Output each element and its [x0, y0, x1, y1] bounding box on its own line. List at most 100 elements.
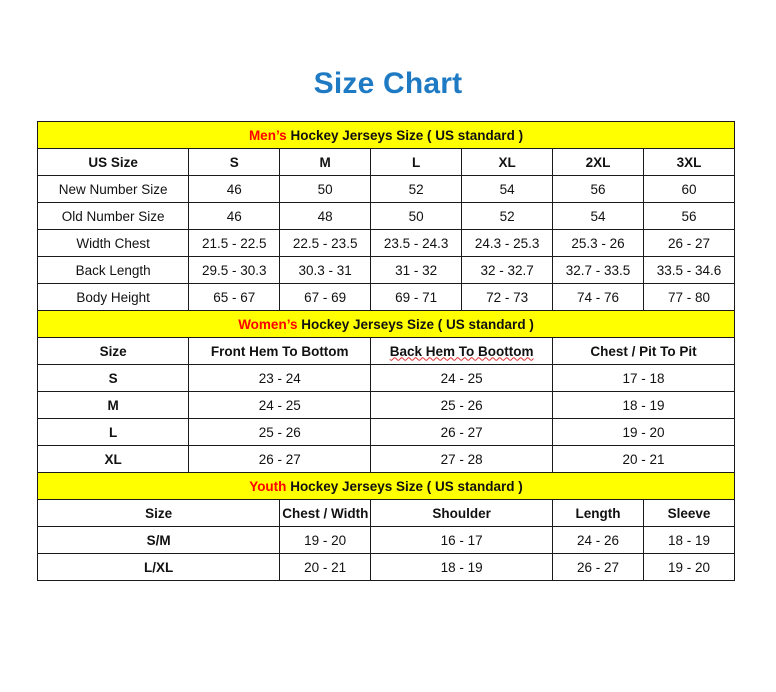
womens-row-1-cell-3: 18 - 19: [552, 391, 735, 419]
table-row: L 25 - 26 26 - 27 19 - 20: [36, 418, 735, 446]
table-row: Body Height 65 - 67 67 - 69 69 - 71 72 -…: [36, 283, 735, 311]
womens-row-1-cell-2: 25 - 26: [370, 391, 554, 419]
mens-row-0-cell-1: 46: [188, 175, 281, 203]
mens-row-4-cell-5: 74 - 76: [552, 283, 645, 311]
mens-col-header-3: L: [370, 148, 463, 176]
womens-row-3-cell-2: 27 - 28: [370, 445, 554, 473]
womens-col-header-3: Chest / Pit To Pit: [552, 337, 735, 365]
size-chart-table: Men’s Hockey Jerseys Size ( US standard …: [36, 121, 735, 581]
mens-row-2-cell-2: 22.5 - 23.5: [279, 229, 372, 257]
mens-row-4-cell-1: 65 - 67: [188, 283, 281, 311]
mens-row-1-cell-2: 48: [279, 202, 372, 230]
womens-banner-highlight: Women’s: [238, 316, 298, 332]
youth-row-0-label: S/M: [36, 526, 281, 554]
mens-row-1-cell-6: 56: [643, 202, 735, 230]
womens-row-2-cell-3: 19 - 20: [552, 418, 735, 446]
mens-row-2-cell-1: 21.5 - 22.5: [188, 229, 281, 257]
youth-col-header-2: Shoulder: [370, 499, 554, 527]
mens-row-4-label: Body Height: [36, 283, 190, 311]
table-body: Men’s Hockey Jerseys Size ( US standard …: [36, 121, 735, 581]
mens-row-1-cell-5: 54: [552, 202, 645, 230]
youth-row-1-cell-2: 18 - 19: [370, 553, 554, 581]
mens-row-3-cell-3: 31 - 32: [370, 256, 463, 284]
mens-row-4-cell-4: 72 - 73: [461, 283, 554, 311]
mens-row-1-label: Old Number Size: [36, 202, 190, 230]
mens-col-header-5: 2XL: [552, 148, 645, 176]
womens-banner-rest: Hockey Jerseys Size ( US standard ): [297, 316, 534, 332]
mens-row-2-cell-5: 25.3 - 26: [552, 229, 645, 257]
mens-row-3-cell-5: 32.7 - 33.5: [552, 256, 645, 284]
mens-section-banner: Men’s Hockey Jerseys Size ( US standard …: [37, 121, 735, 149]
mens-row-4-cell-6: 77 - 80: [643, 283, 735, 311]
mens-row-1-cell-1: 46: [188, 202, 281, 230]
table-row: S/M 19 - 20 16 - 17 24 - 26 18 - 19: [36, 526, 735, 554]
womens-row-2-cell-2: 26 - 27: [370, 418, 554, 446]
womens-banner-row: Women’s Hockey Jerseys Size ( US standar…: [37, 310, 735, 338]
mens-banner-row: Men’s Hockey Jerseys Size ( US standard …: [37, 121, 735, 149]
mens-row-3-label: Back Length: [36, 256, 190, 284]
womens-col-header-1: Front Hem To Bottom: [188, 337, 372, 365]
mens-header-row: US Size S M L XL 2XL 3XL: [36, 148, 735, 176]
size-chart-tables: Men’s Hockey Jerseys Size ( US standard …: [36, 121, 735, 581]
mens-row-4-cell-2: 67 - 69: [279, 283, 372, 311]
mens-row-4-cell-3: 69 - 71: [370, 283, 463, 311]
mens-row-3-cell-2: 30.3 - 31: [279, 256, 372, 284]
womens-row-3-cell-1: 26 - 27: [188, 445, 372, 473]
womens-col-header-2: Back Hem To Boottom: [370, 337, 554, 365]
mens-col-header-4: XL: [461, 148, 554, 176]
youth-col-header-1: Chest / Width: [279, 499, 372, 527]
womens-row-3-label: XL: [36, 445, 190, 473]
youth-header-row: Size Chest / Width Shoulder Length Sleev…: [36, 499, 735, 527]
youth-row-1-cell-1: 20 - 21: [279, 553, 372, 581]
mens-banner-rest: Hockey Jerseys Size ( US standard ): [286, 127, 524, 143]
youth-row-0-cell-2: 16 - 17: [370, 526, 554, 554]
page-title: Size Chart: [313, 67, 463, 100]
womens-row-1-cell-1: 24 - 25: [188, 391, 372, 419]
womens-header-row: Size Front Hem To Bottom Back Hem To Boo…: [36, 337, 735, 365]
mens-row-1-cell-4: 52: [461, 202, 554, 230]
youth-row-1-label: L/XL: [36, 553, 281, 581]
mens-row-2-cell-6: 26 - 27: [643, 229, 735, 257]
womens-row-3-cell-3: 20 - 21: [552, 445, 735, 473]
womens-row-1-label: M: [36, 391, 190, 419]
mens-banner-highlight: Men’s: [248, 127, 287, 143]
womens-row-2-label: L: [36, 418, 190, 446]
mens-col-header-2: M: [279, 148, 372, 176]
youth-row-1-cell-3: 26 - 27: [552, 553, 645, 581]
youth-col-header-3: Length: [552, 499, 645, 527]
mens-row-2-cell-4: 24.3 - 25.3: [461, 229, 554, 257]
mens-row-3-cell-1: 29.5 - 30.3: [188, 256, 281, 284]
mens-row-0-cell-6: 60: [643, 175, 735, 203]
womens-row-2-cell-1: 25 - 26: [188, 418, 372, 446]
mens-row-3-cell-6: 33.5 - 34.6: [643, 256, 735, 284]
table-row: M 24 - 25 25 - 26 18 - 19: [36, 391, 735, 419]
womens-col-header-2-text: Back Hem To Boottom: [389, 343, 534, 359]
youth-banner-rest: Hockey Jerseys Size ( US standard ): [286, 478, 523, 494]
mens-row-0-cell-2: 50: [279, 175, 372, 203]
womens-row-0-cell-3: 17 - 18: [552, 364, 735, 392]
mens-row-0-label: New Number Size: [36, 175, 190, 203]
youth-col-header-4: Sleeve: [643, 499, 735, 527]
mens-row-2-label: Width Chest: [36, 229, 190, 257]
mens-row-3-cell-4: 32 - 32.7: [461, 256, 554, 284]
womens-row-0-cell-1: 23 - 24: [188, 364, 372, 392]
table-row: Back Length 29.5 - 30.3 30.3 - 31 31 - 3…: [36, 256, 735, 284]
mens-row-0-cell-5: 56: [552, 175, 645, 203]
mens-row-0-cell-3: 52: [370, 175, 463, 203]
youth-banner-highlight: Youth: [249, 478, 287, 494]
youth-row-0-cell-3: 24 - 26: [552, 526, 645, 554]
womens-row-0-label: S: [36, 364, 190, 392]
womens-col-header-0: Size: [36, 337, 190, 365]
mens-row-0-cell-4: 54: [461, 175, 554, 203]
youth-row-1-cell-4: 19 - 20: [643, 553, 735, 581]
youth-row-0-cell-1: 19 - 20: [279, 526, 372, 554]
womens-row-0-cell-2: 24 - 25: [370, 364, 554, 392]
table-row: Old Number Size 46 48 50 52 54 56: [36, 202, 735, 230]
mens-col-header-0: US Size: [36, 148, 190, 176]
mens-row-1-cell-3: 50: [370, 202, 463, 230]
youth-section-banner: Youth Hockey Jerseys Size ( US standard …: [37, 472, 735, 500]
table-row: L/XL 20 - 21 18 - 19 26 - 27 19 - 20: [36, 553, 735, 581]
table-row: Width Chest 21.5 - 22.5 22.5 - 23.5 23.5…: [36, 229, 735, 257]
youth-col-header-0: Size: [36, 499, 281, 527]
